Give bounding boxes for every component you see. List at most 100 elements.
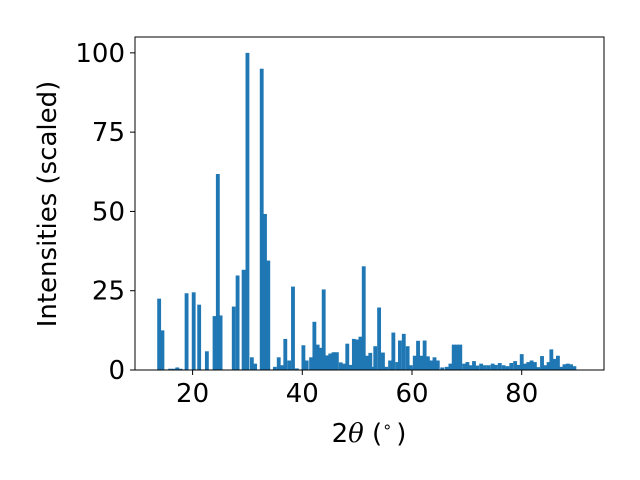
bar-102 [552,358,557,370]
bar-59 [401,333,406,370]
bar-17 [249,357,254,370]
bar-18 [253,363,258,370]
y-tick-label-0: 0 [108,356,125,386]
bar-56 [391,332,396,370]
x-axis-label-theta: θ [348,419,364,449]
bar-107 [569,364,574,370]
bar-64 [419,355,424,370]
bar-104 [559,366,564,370]
bar-45 [355,339,360,370]
bar-58 [398,340,402,370]
bar-97 [536,367,541,370]
bar-39 [334,352,339,370]
bar-0 [157,298,162,370]
bar-22 [272,366,277,370]
bar-27 [291,286,295,370]
bar-23 [276,357,281,370]
bar-4 [175,367,180,370]
bar-70 [440,367,445,370]
bar-46 [358,336,363,370]
bar-51 [373,346,378,370]
bar-24 [280,365,284,370]
bar-103 [556,355,560,370]
bar-77 [465,362,470,370]
bar-33 [315,344,320,370]
bar-20 [263,213,267,370]
bar-72 [448,363,453,370]
bar-96 [532,362,537,370]
bar-63 [416,340,420,370]
x-axis-ticks: 20 40 60 80 [176,370,538,409]
x-axis-label-close: ) [396,419,406,449]
bar-41 [342,363,346,370]
bar-1 [160,330,165,370]
bar-21 [266,260,271,370]
bar-38 [331,352,336,370]
bar-54 [384,366,389,370]
bar-12 [218,315,223,370]
bar-83 [486,365,491,370]
bar-69 [435,360,440,370]
bars-group [157,52,577,371]
bar-85 [494,364,498,370]
bar-79 [472,361,476,370]
bar-43 [348,364,353,370]
bar-31 [309,357,313,370]
bar-34 [318,347,323,370]
bar-75 [458,344,463,370]
bar-93 [523,363,527,370]
bar-73 [451,344,456,370]
bar-106 [565,363,570,370]
bar-48 [365,355,369,370]
bar-26 [287,360,292,370]
bar-68 [432,357,437,370]
x-axis-label-open: ( [364,419,382,449]
bar-60 [405,346,410,370]
x-axis-label: 2θ (∘) [332,417,407,449]
bar-19 [259,68,264,371]
bar-13 [231,306,236,370]
bar-90 [513,361,518,370]
bar-71 [444,366,449,370]
bar-25 [283,338,288,370]
bar-99 [543,365,548,370]
bar-61 [408,365,413,370]
bar-16 [245,52,250,371]
bar-40 [338,362,343,370]
x-axis-label-degree: ∘ [382,417,392,436]
y-tick-label-25: 25 [92,277,125,307]
bar-36 [325,355,329,370]
bar-84 [490,363,495,370]
bar-100 [546,362,551,370]
y-axis-label: Intensities (scaled) [33,81,63,328]
x-tick-label-40: 40 [286,379,319,409]
bar-32 [312,321,317,370]
bar-15 [241,269,246,370]
bar-29 [301,345,306,370]
bar-95 [529,360,534,370]
bar-81 [479,363,484,370]
bar-37 [328,353,333,370]
bar-8 [197,304,202,370]
plot-frame [134,36,605,371]
bar-42 [345,343,350,370]
bar-91 [516,364,521,370]
bar-78 [468,365,473,370]
bar-44 [351,338,356,370]
x-tick-label-60: 60 [395,379,428,409]
bar-89 [509,363,514,370]
bar-2 [168,368,173,370]
bar-94 [526,362,531,370]
bar-86 [497,363,502,370]
bar-82 [483,365,487,370]
bar-98 [540,356,544,370]
bar-52 [377,307,382,370]
bar-108 [572,366,577,370]
x-axis-label-prefix: 2 [332,419,349,449]
y-tick-label-50: 50 [92,197,125,227]
bar-53 [381,352,385,370]
bar-66 [426,356,430,370]
bar-28 [294,368,299,370]
bar-87 [501,365,506,370]
